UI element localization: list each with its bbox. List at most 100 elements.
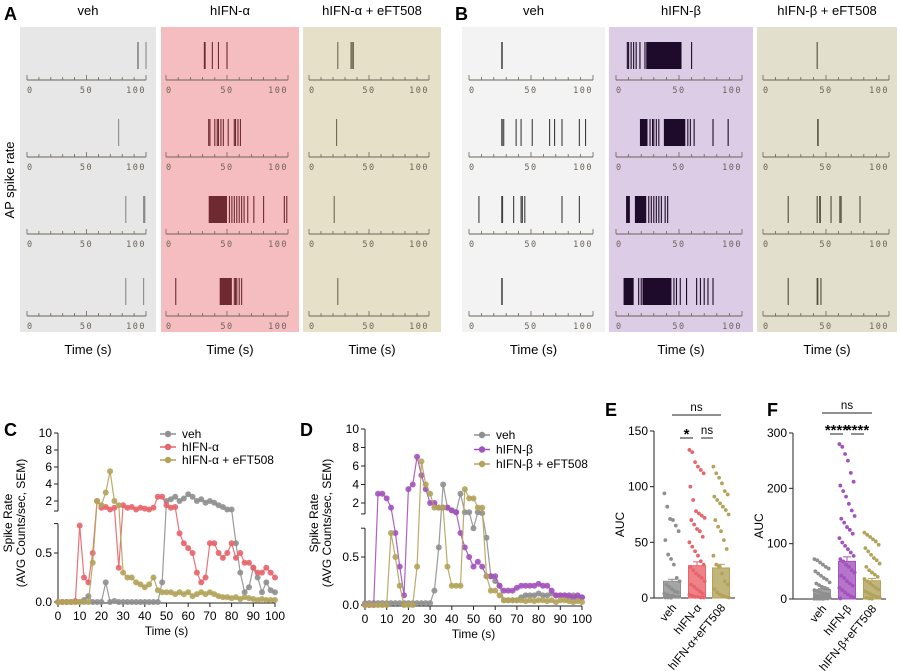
data-point [405,486,412,493]
y-axis-label: (AVG Counts/sec, SEM) [14,459,28,587]
data-point [146,599,153,605]
data-point [366,602,373,608]
data-point [375,490,382,497]
raster-tick-label: 100 [869,240,889,250]
data-point [702,515,707,520]
raster-tick-label: 50 [220,163,233,173]
data-point [487,587,494,594]
data-point [526,592,533,599]
data-point [176,530,183,537]
legend-swatch-marker [164,456,172,464]
data-point [666,552,671,557]
raster-tick-label: 0 [763,163,770,173]
x-tick-label: 70 [510,612,524,626]
data-point [492,573,499,580]
significance-label: ns [841,400,853,412]
y-tick-label: 2 [352,496,359,510]
bar-group-2 [711,464,731,600]
data-point [825,587,830,591]
data-point [89,559,96,566]
data-point [699,576,704,580]
data-point [815,558,820,563]
raster-tick-label: 50 [80,322,93,332]
raster-tick-label: 0 [27,240,34,250]
data-point [544,582,551,589]
raster-tick-label: 50 [362,163,375,173]
data-point [479,504,486,511]
data-point [844,494,848,499]
data-point [466,495,473,502]
significance-label: ns [701,425,713,437]
y-tick-label: 10 [346,422,360,436]
data-point [548,587,555,594]
legend-label: hIFN-α [182,440,219,454]
data-point [847,501,851,506]
data-point [696,464,700,469]
data-point [711,553,716,558]
data-point [719,529,723,534]
data-point [124,599,131,605]
data-point [849,508,854,513]
data-point [815,589,820,594]
data-point [848,594,853,599]
data-point [689,518,694,522]
data-point [820,584,824,589]
spike-burst [817,119,819,146]
raster-tick-label: 50 [524,240,537,250]
data-point [496,582,503,589]
data-point [193,569,200,576]
raster-tick-label: 0 [166,86,173,96]
data-point [219,554,226,561]
data-point [716,524,721,529]
raster-tick-label: 100 [409,86,429,96]
data-point [818,590,822,595]
data-point [383,495,390,502]
spike-burst [663,119,686,146]
data-point [370,602,377,608]
panel-letter: E [605,400,617,420]
spike-burst [501,119,503,146]
data-point [865,532,870,537]
data-point [815,596,820,601]
data-point [664,582,669,587]
data-point [483,573,490,580]
data-point [470,563,477,570]
data-point [701,562,706,567]
raster-tick-label: 100 [126,163,146,173]
data-point [224,506,231,513]
data-point [150,574,157,581]
legend-swatch-marker [478,460,486,468]
data-point [672,562,676,567]
data-point [128,599,135,605]
data-point [94,498,101,504]
raster-tick-label: 0 [27,322,34,332]
raster-tick-label: 50 [819,163,832,173]
legend-label: hIFN-α + eFT508 [182,453,274,467]
data-point [812,557,817,562]
x-tick-label: 60 [489,612,503,626]
data-point [167,496,174,503]
data-point [444,504,451,511]
data-point [689,582,694,587]
data-point [720,571,724,576]
data-point [405,602,412,608]
raster-tick-label: 50 [220,322,233,332]
raster-tick-label: 0 [763,322,770,332]
data-point [461,486,468,493]
spike-burst [639,119,648,146]
data-point [258,589,265,596]
raster-tick-label: 50 [80,240,93,250]
legend-label: veh [182,427,201,441]
data-point [518,582,525,589]
x-tick-label: 20 [95,609,109,623]
data-point [827,580,832,585]
data-point [107,468,114,475]
data-point [850,583,855,588]
x-tick-label: 30 [423,612,437,626]
spike-burst [634,196,647,223]
data-point [254,569,261,576]
data-point [839,516,844,521]
raster-tick-label: 0 [616,163,623,173]
raster-tick-label: 100 [126,86,146,96]
